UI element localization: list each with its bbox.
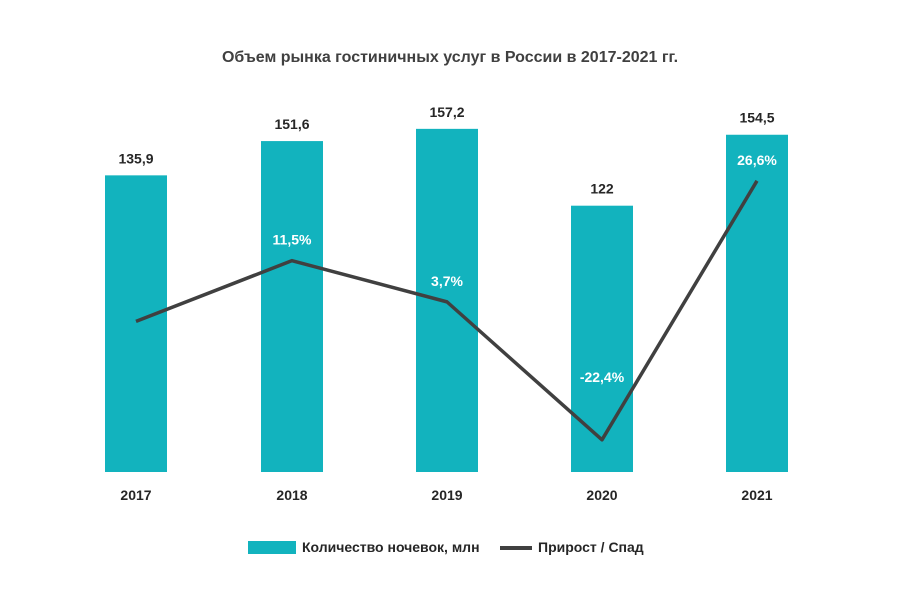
bar-value-label-2018: 151,6 (274, 116, 309, 132)
bars-group (105, 128, 788, 473)
bar-value-label-2017: 135,9 (118, 150, 153, 166)
line-group (135, 179, 759, 442)
bar-2020 (571, 205, 633, 473)
x-tick-2017: 2017 (120, 487, 151, 503)
line-value-label-2020: -22,4% (580, 369, 625, 385)
x-tick-2018: 2018 (276, 487, 307, 503)
x-tick-2019: 2019 (431, 487, 462, 503)
line-value-label-2019: 3,7% (431, 273, 463, 289)
x-axis-ticks: 2017 2018 2019 2020 2021 (120, 487, 772, 503)
bar-2021 (726, 134, 788, 472)
legend-line-label: Прирост / Спад (538, 539, 644, 555)
bar-value-label-2021: 154,5 (739, 110, 774, 126)
legend-bar-swatch (248, 541, 296, 554)
labels-group: 135,9 151,6 157,2 122 154,5 11,5% 3,7% -22,4% 26… (118, 104, 777, 385)
line-value-label-2021: 26,6% (737, 152, 777, 168)
line-value-label-2018: 11,5% (273, 232, 312, 248)
legend-bar-label: Количество ночевок, млн (302, 539, 480, 555)
bar-2018 (261, 141, 323, 472)
x-tick-2020: 2020 (586, 487, 617, 503)
legend: Количество ночевок, млн Прирост / Спад (248, 539, 644, 555)
x-tick-2021: 2021 (741, 487, 772, 503)
bar-value-label-2020: 122 (590, 181, 614, 197)
bar-2017 (105, 175, 167, 472)
bar-value-label-2019: 157,2 (429, 104, 464, 120)
growth-line (135, 179, 759, 442)
chart-title: Объем рынка гостиничных услуг в России в… (222, 49, 678, 66)
